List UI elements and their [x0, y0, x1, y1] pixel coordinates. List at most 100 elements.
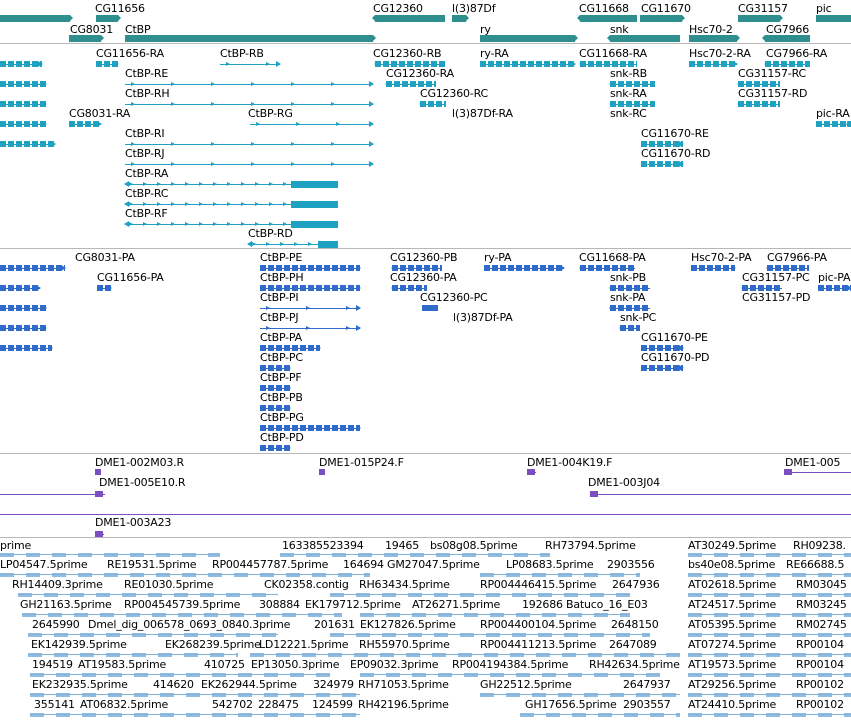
- est-label[interactable]: CK02358.contig: [264, 578, 349, 591]
- transcript-feature[interactable]: [579, 61, 637, 67]
- est-label[interactable]: EK142939.5prime: [31, 638, 127, 651]
- protein-label[interactable]: CG12360-PC: [420, 291, 488, 304]
- protein-label[interactable]: CtBP-PC: [260, 351, 303, 364]
- protein-feature[interactable]: [818, 285, 851, 291]
- protein-label[interactable]: CtBP-PG: [260, 411, 304, 424]
- est-feature[interactable]: [688, 653, 851, 657]
- transcript-feature[interactable]: [96, 61, 119, 67]
- clone-end[interactable]: [784, 469, 851, 475]
- transcript-feature[interactable]: [419, 101, 446, 107]
- protein-feature[interactable]: [691, 265, 736, 271]
- est-label[interactable]: RP004446415.5prime: [480, 578, 597, 591]
- protein-label[interactable]: CtBP-PI: [260, 291, 299, 304]
- protein-label[interactable]: snk-PB: [610, 271, 647, 284]
- protein-label[interactable]: CtBP-PJ: [260, 311, 299, 324]
- protein-feature[interactable]: [260, 285, 361, 291]
- est-label[interactable]: AT05395.5prime: [688, 618, 777, 631]
- clone-label[interactable]: DME1-002M03.R: [95, 456, 184, 469]
- gene-feature[interactable]: [0, 15, 73, 22]
- gene-label[interactable]: CG11668: [579, 2, 629, 15]
- est-feature[interactable]: [250, 653, 680, 657]
- est-label[interactable]: AT29256.5prime: [688, 678, 777, 691]
- transcript-label[interactable]: snk-RA: [610, 87, 647, 100]
- transcript-feature[interactable]: [609, 101, 655, 107]
- protein-label[interactable]: CG31157-PC: [742, 271, 810, 284]
- transcript-feature[interactable]: [641, 161, 684, 167]
- protein-label[interactable]: l(3)87Df-PA: [453, 311, 513, 324]
- est-label[interactable]: RH73794.5prime: [545, 539, 636, 552]
- protein-feature[interactable]: [260, 445, 291, 451]
- est-feature[interactable]: [0, 573, 370, 577]
- transcript-feature[interactable]: [69, 121, 102, 127]
- est-label[interactable]: 192686: [522, 598, 563, 611]
- est-label[interactable]: RP004545739.5prime: [124, 598, 241, 611]
- est-label[interactable]: EK232935.5prime: [32, 678, 128, 691]
- est-label[interactable]: AT19583.5prime: [78, 658, 167, 671]
- est-label[interactable]: RH71053.5prime: [358, 678, 449, 691]
- est-label[interactable]: AT24410.5prime: [688, 698, 777, 711]
- protein-label[interactable]: ry-PA: [484, 251, 512, 264]
- transcript-label[interactable]: CG11670-RD: [641, 147, 711, 160]
- transcript-label[interactable]: CG31157-RD: [738, 87, 808, 100]
- est-label[interactable]: EP13050.3prime: [251, 658, 340, 671]
- gene-feature[interactable]: [96, 15, 121, 22]
- protein-feature[interactable]: [260, 345, 321, 351]
- gene-label[interactable]: CG11656: [95, 2, 145, 15]
- protein-feature[interactable]: [260, 385, 291, 391]
- protein-feature[interactable]: [260, 305, 361, 311]
- est-feature[interactable]: [330, 633, 650, 637]
- protein-feature[interactable]: [0, 305, 47, 311]
- gene-label[interactable]: pic: [816, 2, 832, 15]
- clone-line[interactable]: [0, 491, 101, 497]
- gene-feature[interactable]: [738, 15, 783, 22]
- est-feature[interactable]: [360, 673, 660, 677]
- transcript-label[interactable]: CtBP-RE: [125, 67, 169, 80]
- transcript-label[interactable]: snk-RB: [610, 67, 648, 80]
- est-label[interactable]: EK262944.5prime: [201, 678, 297, 691]
- transcript-feature[interactable]: [480, 61, 576, 67]
- clone-label[interactable]: DME1-015P24.F: [319, 456, 404, 469]
- transcript-label[interactable]: CtBP-RF: [125, 207, 168, 220]
- est-feature[interactable]: [688, 673, 851, 677]
- est-label[interactable]: 194519: [32, 658, 73, 671]
- est-label[interactable]: 308884: [259, 598, 300, 611]
- protein-label[interactable]: pic-PA: [818, 271, 851, 284]
- transcript-label[interactable]: CG12360-RC: [420, 87, 488, 100]
- protein-feature[interactable]: [641, 365, 684, 371]
- protein-label[interactable]: snk-PC: [620, 311, 657, 324]
- est-feature[interactable]: [688, 553, 851, 557]
- gene-label[interactable]: Hsc70-2: [689, 23, 733, 36]
- gene-label[interactable]: CtBP: [125, 23, 151, 36]
- est-feature[interactable]: [688, 713, 851, 717]
- est-feature[interactable]: [688, 633, 851, 637]
- est-label[interactable]: RH14409.3prime: [12, 578, 103, 591]
- clone-line[interactable]: [0, 511, 851, 517]
- gene-label[interactable]: CG8031: [70, 23, 113, 36]
- est-feature[interactable]: [360, 613, 630, 617]
- protein-label[interactable]: Hsc70-2-PA: [691, 251, 752, 264]
- transcript-label[interactable]: CtBP-RB: [220, 47, 264, 60]
- est-label[interactable]: GH22512.5prime: [480, 678, 572, 691]
- clone-label[interactable]: DME1-004K19.F: [527, 456, 613, 469]
- protein-label[interactable]: CG31157-PD: [742, 291, 811, 304]
- protein-label[interactable]: CtBP-PF: [260, 371, 302, 384]
- gene-label[interactable]: ry: [480, 23, 491, 36]
- transcript-feature[interactable]: [124, 221, 338, 228]
- est-label[interactable]: AT02618.5prime: [688, 578, 777, 591]
- est-label[interactable]: RE19531.5prime: [107, 558, 197, 571]
- protein-feature[interactable]: [0, 285, 41, 291]
- transcript-label[interactable]: CG11656-RA: [96, 47, 164, 60]
- est-label[interactable]: RP004194384.5prime: [452, 658, 569, 671]
- transcript-feature[interactable]: [816, 121, 851, 127]
- est-label[interactable]: RP00104: [796, 658, 844, 671]
- transcript-feature[interactable]: [609, 81, 655, 87]
- protein-label[interactable]: CG7966-PA: [767, 251, 827, 264]
- transcript-label[interactable]: CtBP-RD: [248, 227, 293, 240]
- est-label[interactable]: AT06832.5prime: [80, 698, 169, 711]
- transcript-label[interactable]: CtBP-RH: [125, 87, 170, 100]
- est-label[interactable]: RP00102: [796, 698, 844, 711]
- est-label[interactable]: 2903557: [623, 698, 671, 711]
- est-label[interactable]: RM03245: [796, 598, 847, 611]
- transcript-label[interactable]: snk-RC: [610, 107, 647, 120]
- transcript-feature[interactable]: [0, 141, 56, 147]
